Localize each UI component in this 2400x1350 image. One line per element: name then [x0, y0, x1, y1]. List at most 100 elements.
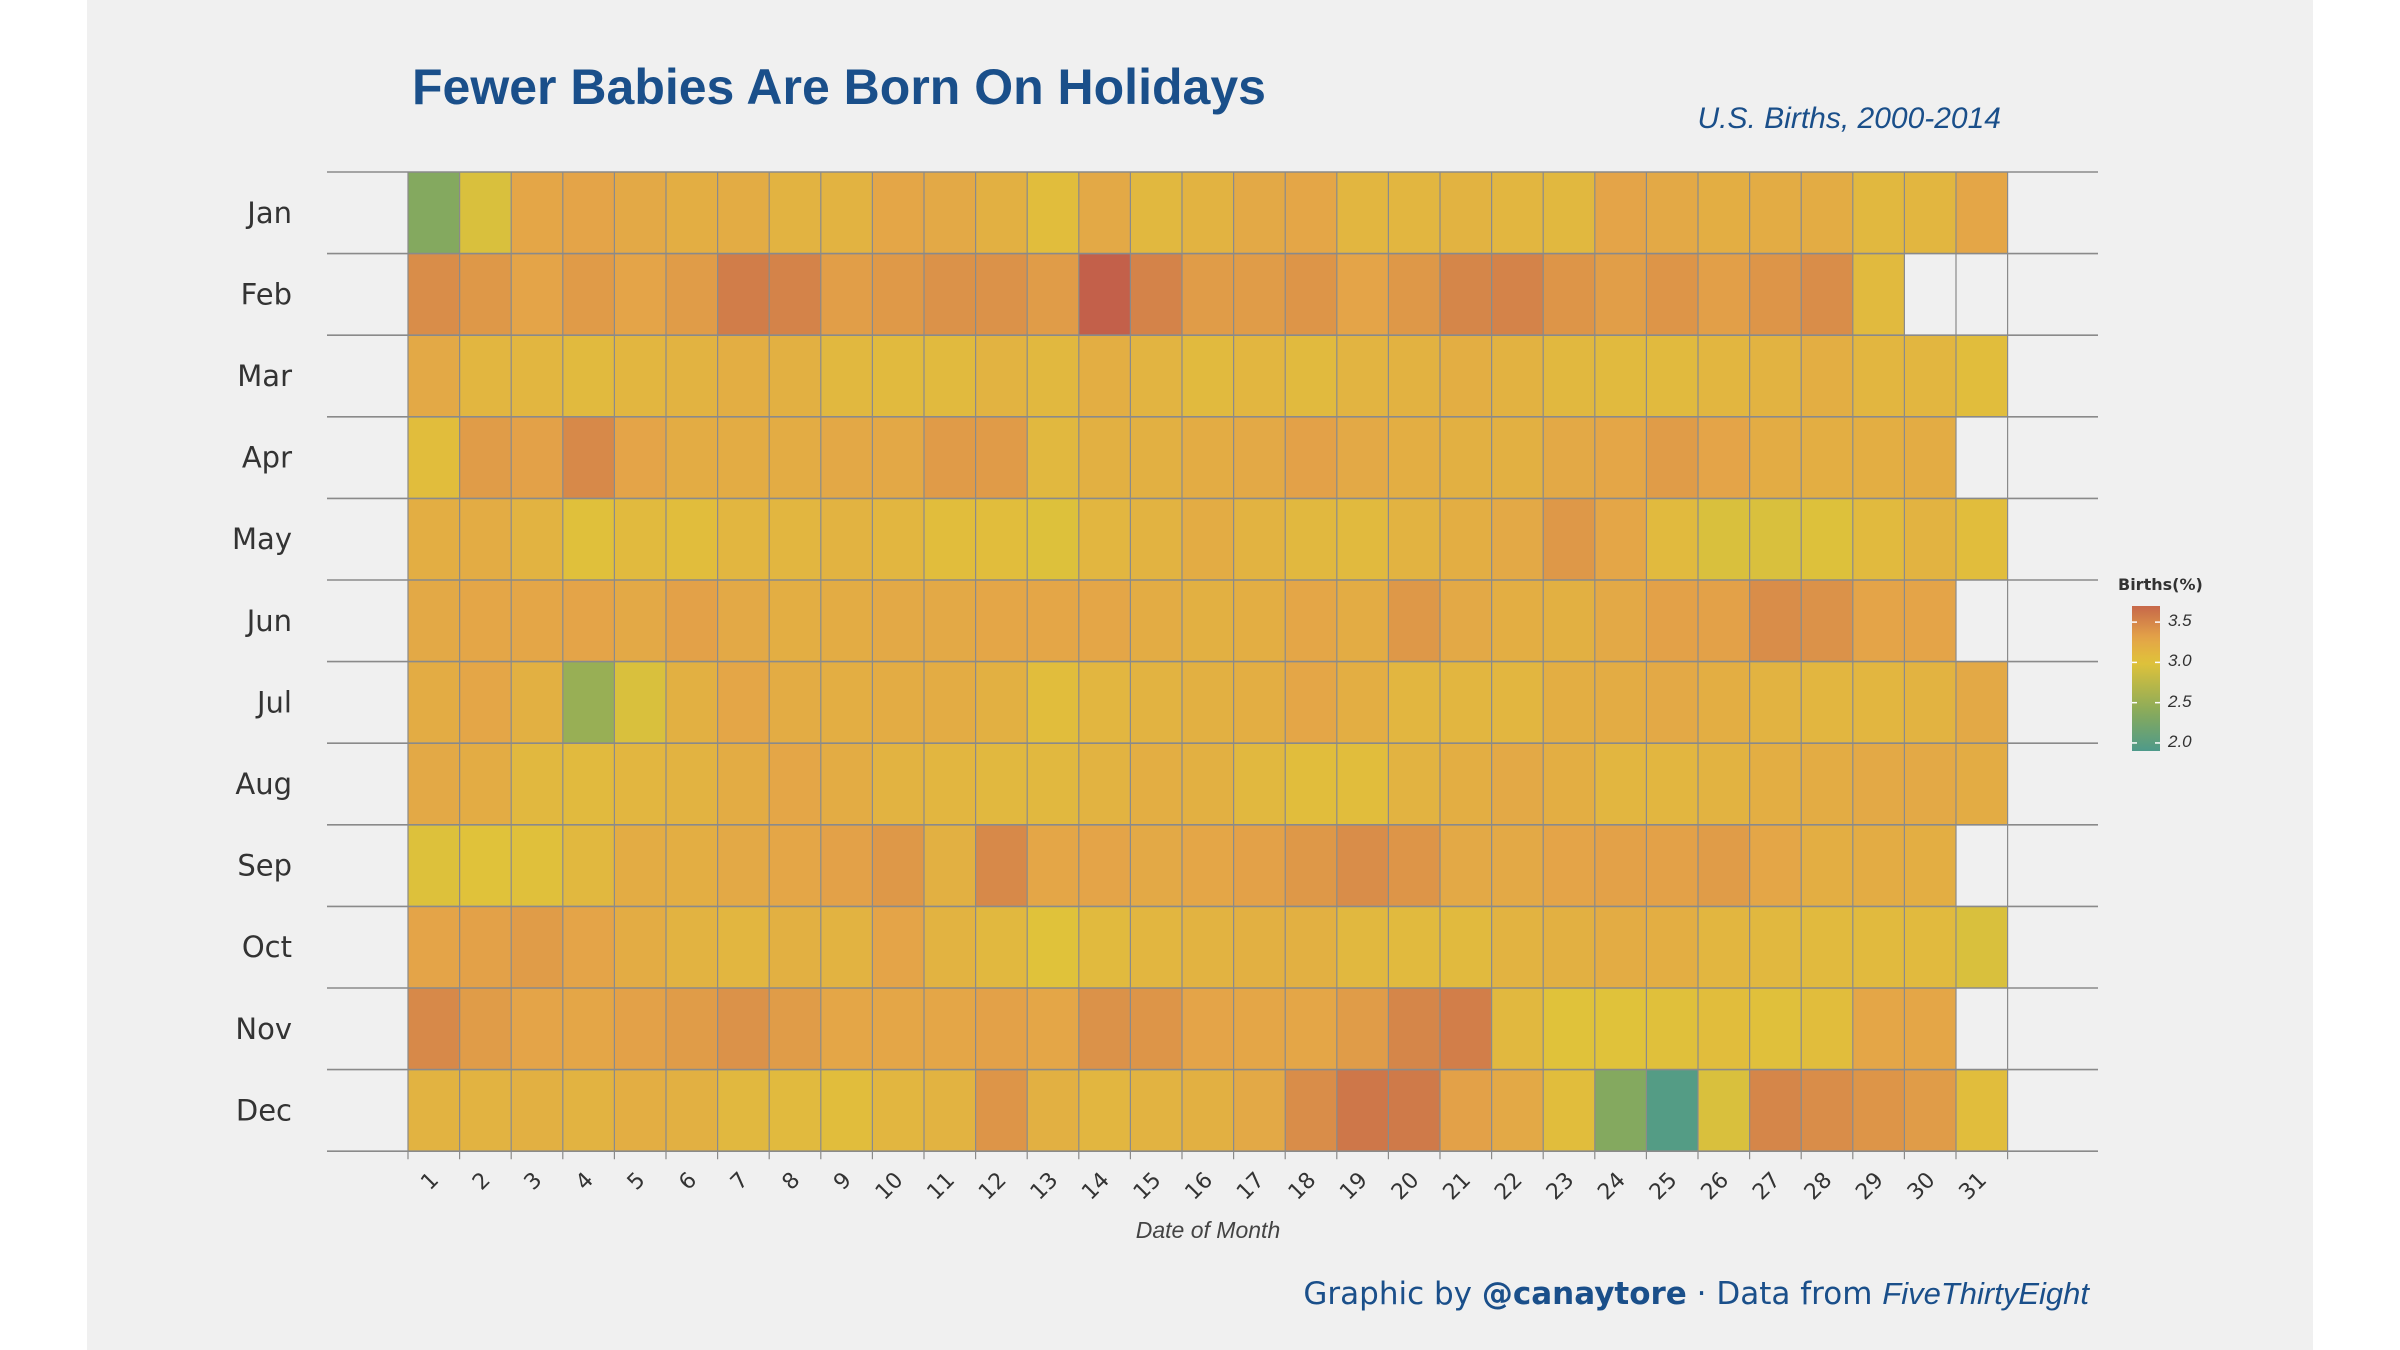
cell-nov-28	[1801, 988, 1853, 1070]
cell-mar-5	[614, 335, 666, 417]
cell-jul-10	[872, 661, 924, 744]
cell-jul-15	[1130, 661, 1182, 744]
x-tick-labels: 1 2 3 4 5 6 7 8 9 10 11 12 13 14 15 16 17 18 19 20 21 22 23 24 2…	[416, 1168, 1992, 1205]
cell-nov-16	[1182, 988, 1234, 1070]
x-tick-label-17: 17	[1232, 1168, 1269, 1205]
cell-may-11	[924, 498, 976, 580]
cell-mar-8	[769, 335, 821, 417]
cell-dec-4	[562, 1069, 615, 1152]
cell-aug-18	[1285, 743, 1337, 825]
x-tick-label-27: 27	[1748, 1168, 1785, 1205]
cell-apr-7	[717, 416, 770, 499]
cell-nov-5	[614, 988, 666, 1070]
cell-dec-31	[1956, 1069, 2008, 1152]
cell-feb-9	[820, 253, 873, 336]
cell-feb-5	[614, 253, 666, 336]
cell-sep-19	[1336, 824, 1389, 907]
cell-sep-30	[1904, 824, 1956, 907]
x-tick-label-5: 5	[623, 1168, 651, 1196]
cell-aug-12	[975, 743, 1028, 825]
cell-jul-20	[1388, 661, 1440, 744]
cell-feb-24	[1594, 253, 1647, 336]
cell-apr-19	[1336, 416, 1389, 499]
cell-apr-29	[1852, 416, 1905, 499]
cell-oct-26	[1698, 906, 1750, 988]
cell-mar-25	[1646, 335, 1698, 417]
cell-feb-12	[975, 253, 1028, 336]
cell-mar-26	[1698, 335, 1750, 417]
cell-aug-4	[562, 743, 615, 825]
cell-oct-31	[1956, 906, 2008, 988]
cell-jul-19	[1336, 661, 1389, 744]
cell-mar-24	[1594, 335, 1647, 417]
cell-aug-20	[1388, 743, 1440, 825]
y-tick-labels: Jan Feb Mar Apr May Jun Jul Aug Sep Oct Nov Dec	[232, 196, 292, 1128]
cell-sep-29	[1852, 824, 1905, 907]
cell-feb-7	[717, 253, 770, 336]
cell-jan-28	[1801, 172, 1853, 254]
cell-mar-15	[1130, 335, 1182, 417]
cell-jun-1	[408, 580, 460, 662]
cell-oct-25	[1646, 906, 1698, 988]
cell-jun-18	[1285, 580, 1337, 662]
cell-may-4	[562, 498, 615, 580]
cell-may-19	[1336, 498, 1389, 580]
cell-feb-15	[1130, 253, 1182, 336]
cell-jan-26	[1698, 172, 1750, 254]
cell-jun-5	[614, 580, 666, 662]
cell-sep-27	[1749, 824, 1802, 907]
cell-aug-5	[614, 743, 666, 825]
cell-dec-25	[1646, 1069, 1698, 1152]
cell-aug-29	[1852, 743, 1905, 825]
cell-dec-2	[459, 1069, 512, 1152]
cell-jun-3	[511, 580, 563, 662]
cell-jun-30	[1904, 580, 1956, 662]
cell-jul-13	[1027, 661, 1079, 744]
cell-feb-17	[1233, 253, 1286, 336]
credit-prefix: Graphic by	[1303, 1276, 1482, 1312]
cell-jan-3	[511, 172, 563, 254]
cell-apr-18	[1285, 416, 1337, 499]
cell-sep-2	[459, 824, 512, 907]
credit-line: Graphic by @canaytore · Data from FiveTh…	[1303, 1276, 2089, 1312]
x-tick-label-25: 25	[1645, 1168, 1682, 1205]
cell-may-21	[1440, 498, 1492, 580]
cell-jun-28	[1801, 580, 1853, 662]
cell-mar-2	[459, 335, 512, 417]
x-tick-label-13: 13	[1026, 1168, 1063, 1205]
cell-may-28	[1801, 498, 1853, 580]
cell-mar-11	[924, 335, 976, 417]
cell-jan-25	[1646, 172, 1698, 254]
cell-sep-28	[1801, 824, 1853, 907]
cell-jul-3	[511, 661, 563, 744]
cell-jul-23	[1543, 661, 1595, 744]
cell-apr-27	[1749, 416, 1802, 499]
cell-feb-29	[1852, 253, 1905, 336]
cell-jan-10	[872, 172, 924, 254]
cell-mar-4	[562, 335, 615, 417]
y-tick-label-jan: Jan	[245, 196, 292, 230]
legend-tick-label: 2.0	[2168, 731, 2192, 751]
cell-mar-9	[820, 335, 873, 417]
y-tick-label-nov: Nov	[235, 1012, 292, 1046]
cell-nov-22	[1491, 988, 1544, 1070]
cell-jun-20	[1388, 580, 1440, 662]
y-tick-label-feb: Feb	[241, 277, 292, 311]
cell-mar-31	[1956, 335, 2008, 417]
cell-mar-18	[1285, 335, 1337, 417]
cell-dec-14	[1078, 1069, 1131, 1152]
cell-oct-12	[975, 906, 1028, 988]
cell-oct-16	[1182, 906, 1234, 988]
cell-jul-21	[1440, 661, 1492, 744]
credit-source: FiveThirtyEight	[1882, 1276, 2089, 1311]
vertical-gridlines	[407, 172, 2009, 1160]
cell-mar-19	[1336, 335, 1389, 417]
cell-oct-14	[1078, 906, 1131, 988]
cell-aug-16	[1182, 743, 1234, 825]
x-tick-label-15: 15	[1129, 1168, 1166, 1205]
y-tick-label-aug: Aug	[235, 767, 292, 801]
cell-apr-16	[1182, 416, 1234, 499]
cell-aug-26	[1698, 743, 1750, 825]
cell-feb-20	[1388, 253, 1440, 336]
x-tick-label-12: 12	[974, 1168, 1011, 1205]
